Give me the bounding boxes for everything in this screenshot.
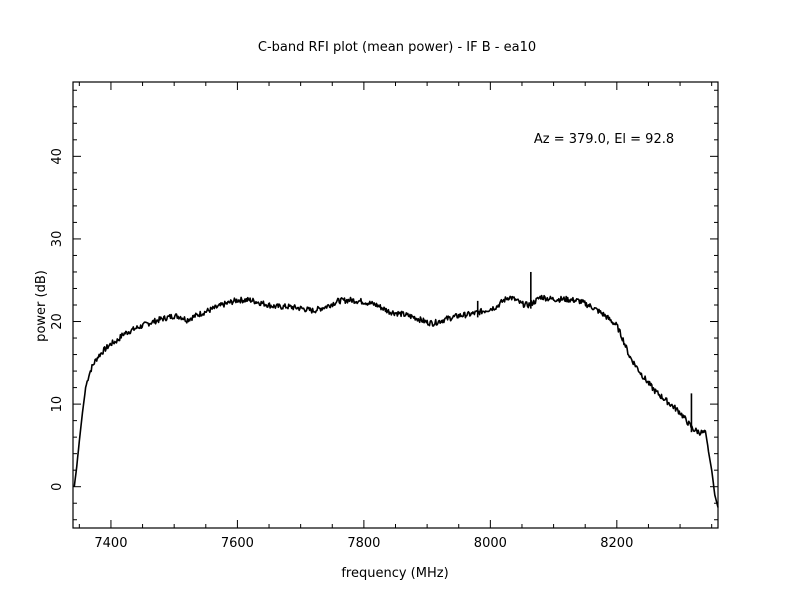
y-tick-label: 30 xyxy=(50,231,65,248)
y-tick-label: 10 xyxy=(50,396,65,413)
y-tick-label: 40 xyxy=(50,148,65,165)
x-tick-label: 8000 xyxy=(474,536,507,551)
y-tick-label: 20 xyxy=(50,313,65,330)
y-axis-label: power (dB) xyxy=(34,270,49,342)
y-tick-label: 0 xyxy=(50,483,65,491)
x-tick-label: 7400 xyxy=(94,536,127,551)
x-tick-label: 8200 xyxy=(600,536,633,551)
plot-frame xyxy=(72,81,719,529)
chart-annotation: Az = 379.0, El = 92.8 xyxy=(534,132,674,147)
series-group xyxy=(73,271,719,508)
x-ticks: 7400 7600 7800 8000 8200 xyxy=(78,82,713,551)
chart-title: C-band RFI plot (mean power) - IF B - ea… xyxy=(258,40,536,55)
x-axis-label: frequency (MHz) xyxy=(341,566,448,581)
power-line xyxy=(73,294,719,508)
y-ticks: 0 10 20 30 40 xyxy=(50,89,718,521)
x-tick-label: 7800 xyxy=(347,536,380,551)
x-tick-label: 7600 xyxy=(221,536,254,551)
